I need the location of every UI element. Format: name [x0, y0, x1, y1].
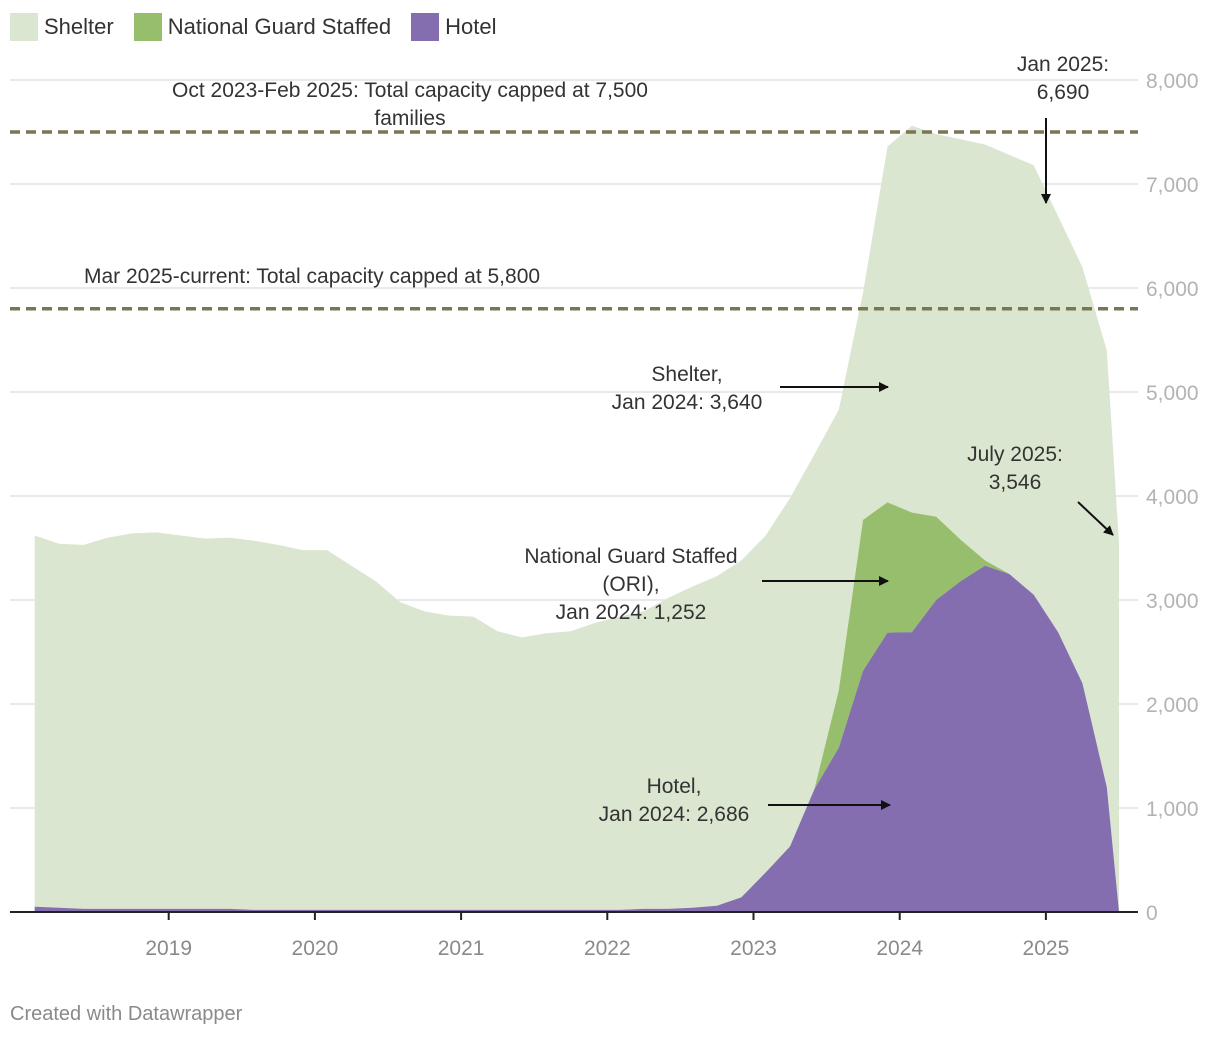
legend-item-hotel: Hotel	[411, 13, 496, 41]
reference-label-7500-line: families	[374, 107, 446, 130]
x-tick-label: 2024	[876, 937, 923, 960]
legend: Shelter National Guard Staffed Hotel	[10, 13, 516, 41]
legend-swatch-national-guard	[133, 13, 162, 41]
legend-label-hotel: Hotel	[445, 14, 497, 39]
reference-label-5800-line: Mar 2025-current: Total capacity capped …	[84, 265, 541, 288]
y-tick-label: 1,000	[1146, 798, 1199, 821]
annotation-hotel-line: Jan 2024: 2,686	[598, 803, 750, 826]
y-tick-label: 2,000	[1146, 694, 1199, 717]
x-tick-label: 2020	[292, 937, 339, 960]
arrow-july2025	[1077, 501, 1114, 536]
y-tick-label: 7,000	[1146, 174, 1199, 197]
annotation-shelter: Shelter, Jan 2024: 3,640	[596, 361, 778, 417]
reference-label-7500: Oct 2023-Feb 2025: Total capacity capped…	[140, 77, 680, 133]
y-tick-label: 3,000	[1146, 590, 1199, 613]
annotation-shelter-line: Shelter,	[651, 363, 723, 386]
y-tick-label: 4,000	[1146, 486, 1199, 509]
y-tick-label: 8,000	[1146, 70, 1199, 93]
y-tick-label: 6,000	[1146, 278, 1199, 301]
annotation-shelter-line: Jan 2024: 3,640	[611, 391, 763, 414]
legend-label-shelter: Shelter	[44, 14, 114, 39]
reference-label-7500-line: Oct 2023-Feb 2025: Total capacity capped…	[172, 79, 648, 102]
series-area-hotel	[34, 565, 1120, 912]
annotation-ngs: National Guard Staffed (ORI), Jan 2024: 1,…	[505, 543, 757, 627]
annotation-hotel: Hotel, Jan 2024: 2,686	[584, 773, 764, 829]
footer-credit: Created with Datawrapper	[10, 1003, 243, 1025]
x-tick-label: 2025	[1023, 937, 1070, 960]
legend-label-national-guard: National Guard Staffed	[167, 14, 392, 39]
legend-swatch-hotel	[411, 13, 440, 41]
annotation-jan2025-line: 6,690	[1036, 81, 1090, 104]
x-tick-label: 2019	[145, 937, 192, 960]
x-tick-label: 2021	[438, 937, 485, 960]
annotation-jan2025-line: Jan 2025:	[1016, 53, 1110, 76]
annotation-ngs-line: National Guard Staffed	[524, 545, 738, 568]
annotation-july2025: July 2025: 3,546	[950, 441, 1080, 497]
annotation-ngs-line: Jan 2024: 1,252	[555, 601, 707, 624]
annotation-july2025-line: 3,546	[988, 471, 1042, 494]
annotation-jan2025: Jan 2025: 6,690	[1000, 51, 1126, 107]
y-tick-label: 5,000	[1146, 382, 1199, 405]
annotation-july2025-line: July 2025:	[967, 443, 1063, 466]
legend-swatch-shelter	[10, 13, 38, 41]
reference-label-5800: Mar 2025-current: Total capacity capped …	[84, 263, 624, 291]
annotation-hotel-line: Hotel,	[646, 775, 702, 798]
legend-item-national-guard: National Guard Staffed	[133, 13, 392, 41]
y-tick-label: 0	[1146, 902, 1158, 925]
x-tick-label: 2023	[730, 937, 777, 960]
x-tick-label: 2022	[584, 937, 631, 960]
legend-item-shelter: Shelter	[10, 13, 114, 41]
annotation-ngs-line: (ORI),	[602, 573, 660, 596]
